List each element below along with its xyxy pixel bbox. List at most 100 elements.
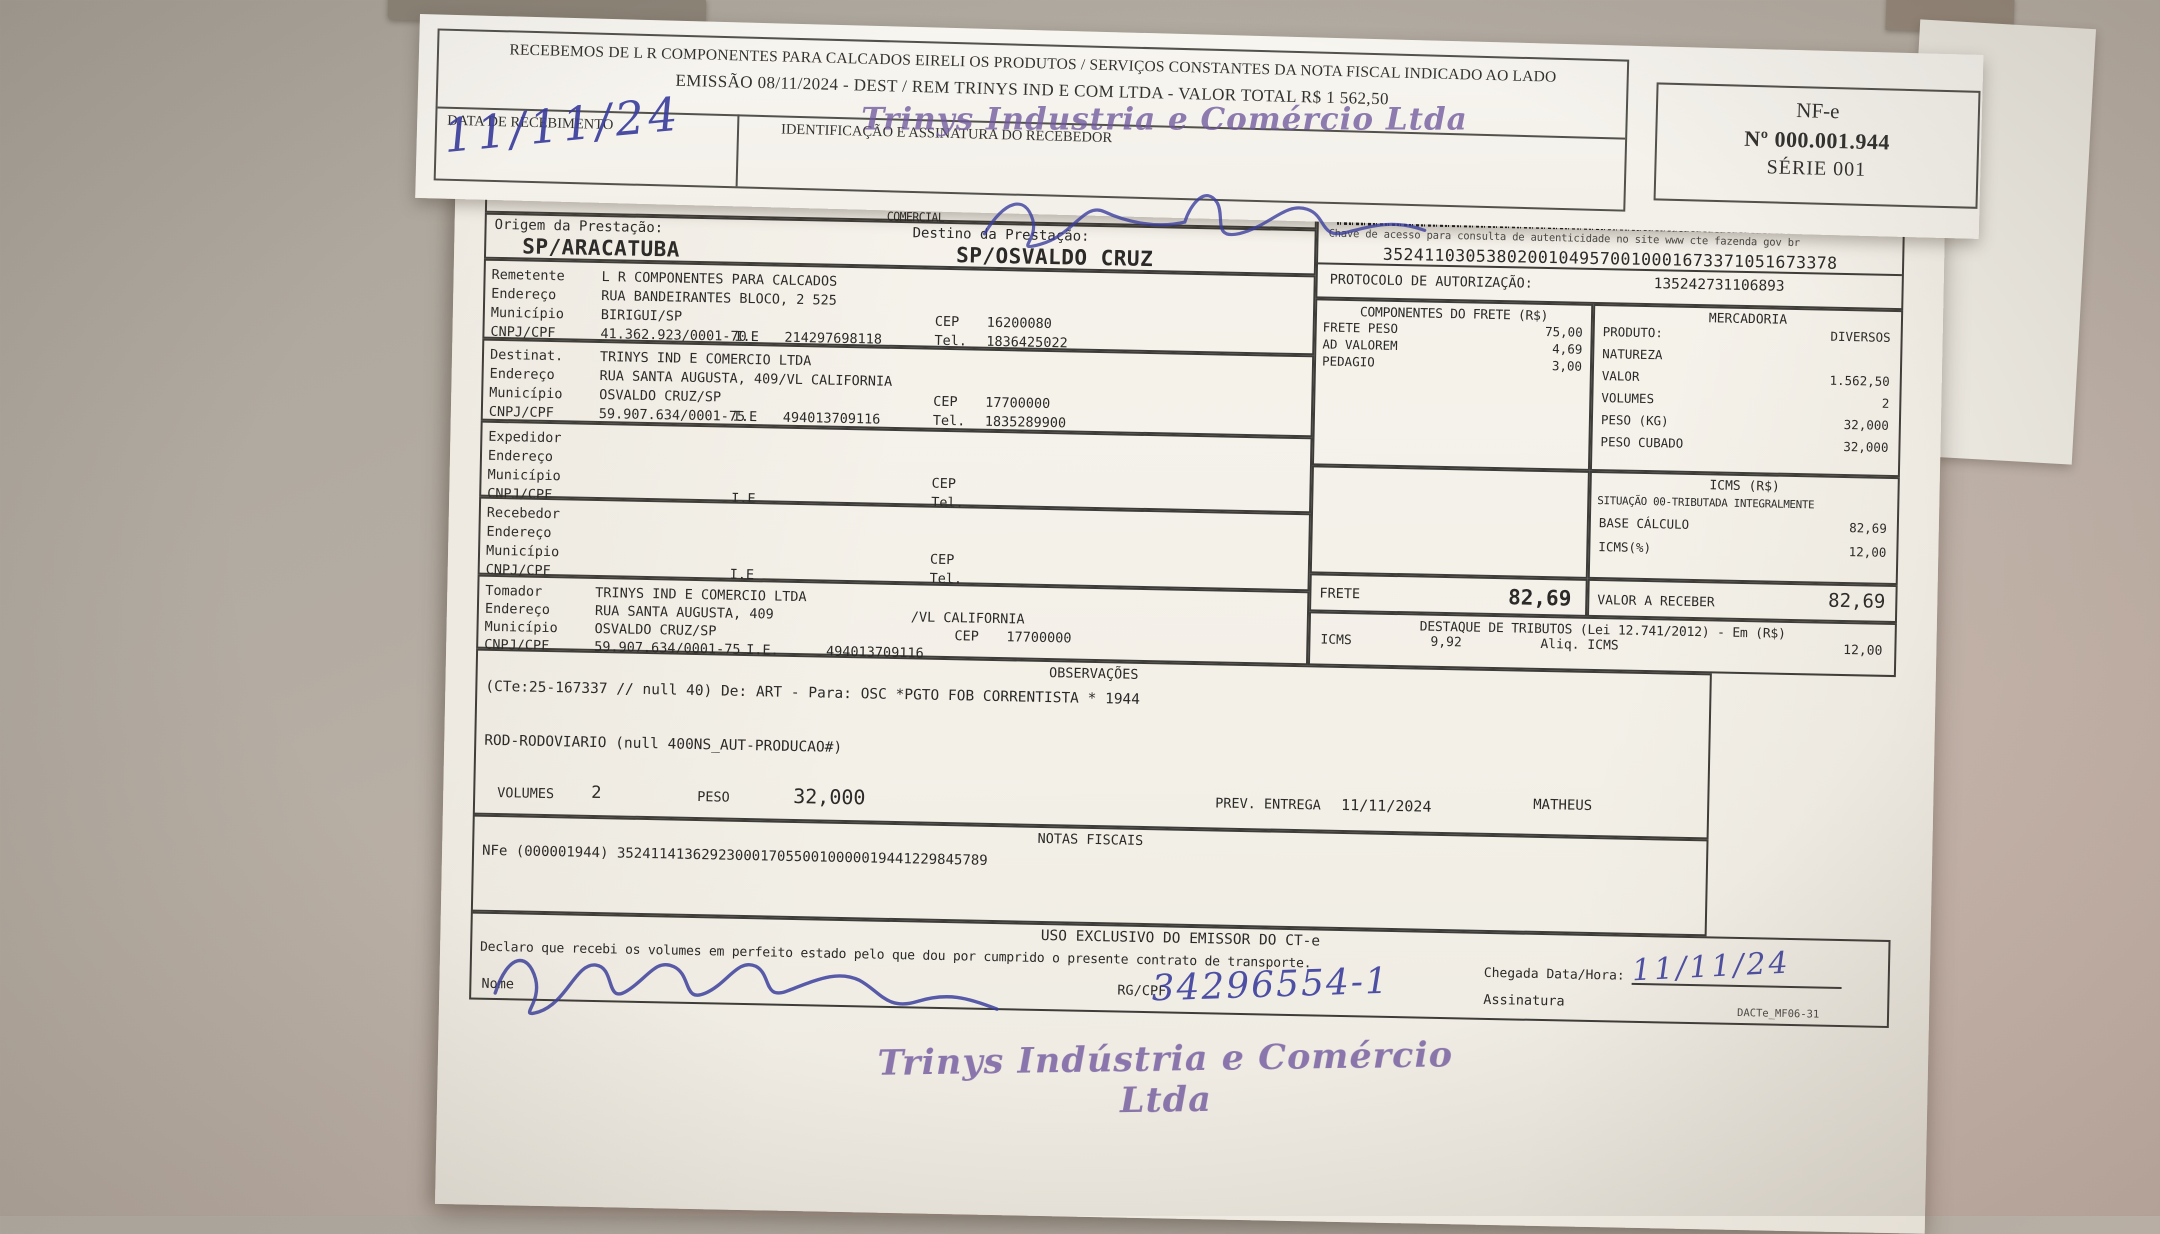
componentes-frete-box: COMPONENTES DO FRETE (R$) FRETE PESO 75,0… xyxy=(1311,298,1594,471)
endereco-label: Endereço xyxy=(484,600,551,619)
handwritten-rg-cpf: 34296554-1 xyxy=(1150,960,1391,1010)
obs-volumes-label: VOLUMES xyxy=(497,785,555,803)
cep-value: 17700000 xyxy=(985,394,1051,413)
cep-label: CEP xyxy=(931,475,957,493)
chegada-label: Chegada Data/Hora: xyxy=(1483,965,1625,984)
nfe-numero: Nº 000.001.944 xyxy=(1744,125,1891,155)
company-stamp-bottom: Trinys Indústria e Comércio Ltda xyxy=(877,1034,1454,1122)
municipio-label: Município xyxy=(490,304,565,323)
produto-label: PRODUTO: xyxy=(1602,324,1664,341)
valor-label: VALOR xyxy=(1601,368,1640,384)
endereco-label: Endereço xyxy=(491,285,557,304)
volumes-value: 2 xyxy=(1881,395,1890,411)
party-role: Remetente xyxy=(491,266,565,285)
endereco-label: Endereço xyxy=(487,447,554,466)
tomador-endereco: RUA SANTA AUGUSTA, 409 xyxy=(594,602,774,623)
dacte-document: Tipo do CT-e Tipo do Serviço CFOP - Natu… xyxy=(434,136,1947,1234)
endereco-value: RUA BANDEIRANTES BLOCO, 2 525 xyxy=(601,288,838,309)
valor-receber-label: VALOR A RECEBER xyxy=(1597,593,1715,611)
protocolo-value: 135242731106893 xyxy=(1653,276,1785,295)
endereco-label: Endereço xyxy=(489,365,555,384)
cep-value: 16200080 xyxy=(986,314,1052,333)
party-role: Recebedor xyxy=(486,504,561,523)
handwritten-receiver-signature xyxy=(982,194,1427,249)
cep-label: CEP xyxy=(934,313,960,331)
volumes-label: VOLUMES xyxy=(1601,390,1655,407)
nfe-title: NF-e xyxy=(1796,98,1840,124)
base-calculo-label: BASE CÁLCULO xyxy=(1598,515,1690,532)
municipio-label: Município xyxy=(485,542,560,561)
notas-linha: NFe (000001944) 352411413629230001705500… xyxy=(481,842,988,869)
receipt-stub: RECEBEMOS DE L R COMPONENTES PARA CALCAD… xyxy=(415,14,1984,249)
municipio-label: Município xyxy=(489,384,563,403)
cnpj-value: 59.907.634/0001-75 xyxy=(598,405,746,425)
mercadoria-box: MERCADORIA PRODUTO: DIVERSOS NATUREZA VAL… xyxy=(1589,303,1904,478)
destaque-icms-label: ICMS xyxy=(1320,632,1352,649)
destaque-icms-value: 9,92 xyxy=(1430,634,1462,651)
natureza-label: NATUREZA xyxy=(1602,346,1663,363)
valor-receber-value: 82,69 xyxy=(1827,589,1886,613)
valor-value: 1.562,50 xyxy=(1829,372,1890,389)
prev-entrega-label: PREV. ENTREGA xyxy=(1215,795,1321,814)
origem-label: Origem da Prestação: xyxy=(494,216,664,237)
handwritten-name-signature xyxy=(493,958,999,1016)
observacoes-linha2: ROD-RODOVIARIO (null 400NS_AUT-PRODUCAO#… xyxy=(484,732,843,756)
party-role: Destinat. xyxy=(489,346,564,365)
conferente-name: MATHEUS xyxy=(1533,796,1593,815)
icms-aliquota-value: 12,00 xyxy=(1848,544,1887,560)
tomador-municipio: OSVALDO CRUZ/SP xyxy=(594,620,717,640)
ie-value: 494013709116 xyxy=(782,409,881,428)
base-calculo-value: 82,69 xyxy=(1849,520,1887,536)
assinatura-label: Assinatura xyxy=(1483,991,1565,1010)
icms-box: ICMS (R$) SITUAÇÃO 00-TRIBUTADA INTEGRAL… xyxy=(1587,470,1900,586)
tomador-cep: 17700000 xyxy=(1006,629,1072,647)
pedagio-value: 3,00 xyxy=(1551,358,1583,374)
frete-value: 82,69 xyxy=(1507,585,1572,611)
municipio-label: Município xyxy=(484,618,558,637)
cep-label: CEP xyxy=(954,628,980,645)
obs-peso-label: PESO xyxy=(697,789,730,806)
municipio-value: OSVALDO CRUZ/SP xyxy=(599,387,722,406)
cep-label: CEP xyxy=(929,551,955,569)
tel-label: Tel. xyxy=(932,412,966,430)
produto-value: DIVERSOS xyxy=(1830,328,1891,345)
observacoes-box: OBSERVAÇÕES (CTe:25-167337 // null 40) D… xyxy=(472,648,1712,840)
frete-label: FRETE xyxy=(1319,585,1361,603)
empty-box xyxy=(1309,465,1590,579)
origem-value: SP/ARACATUBA xyxy=(521,234,681,262)
tomador-bairro: /VL CALIFORNIA xyxy=(910,609,1025,628)
company-stamp-receiver: Trinys Industria e Comércio Ltda xyxy=(861,101,1468,138)
tomador-role: Tomador xyxy=(485,582,543,600)
icms-aliquota-label: ICMS(%) xyxy=(1598,539,1652,556)
ad-valorem-label: AD VALOREM xyxy=(1322,336,1398,354)
obs-peso-value: 32,000 xyxy=(792,783,866,810)
municipio-value: BIRIGUI/SP xyxy=(600,307,683,325)
prev-entrega-value: 11/11/2024 xyxy=(1340,795,1432,816)
frete-total-box: FRETE 82,69 xyxy=(1309,573,1588,617)
cep-label: CEP xyxy=(933,393,958,411)
destaque-aliq-value: 12,00 xyxy=(1843,643,1883,659)
municipio-label: Município xyxy=(487,466,561,485)
tomador-name: TRINYS IND E COMERCIO LTDA xyxy=(595,584,807,606)
cnpj-label: CNPJ/CPF xyxy=(488,403,555,422)
pedagio-label: PEDAGIO xyxy=(1321,353,1375,370)
party-name: L R COMPONENTES PARA CALCADOS xyxy=(601,269,838,290)
peso-kg-label: PESO (KG) xyxy=(1600,412,1669,429)
peso-cubado-label: PESO CUBADO xyxy=(1600,434,1684,451)
ie-label: I.E xyxy=(734,328,759,346)
nfe-serie: SÉRIE 001 xyxy=(1766,156,1867,181)
ie-label: I.E xyxy=(732,408,758,426)
frete-peso-value: 75,00 xyxy=(1544,323,1583,340)
form-code: DACTe_MF06-31 xyxy=(1736,1006,1820,1021)
obs-volumes-value: 2 xyxy=(591,782,602,804)
observacoes-linha1: (CTe:25-167337 // null 40) De: ART - Par… xyxy=(485,678,1141,708)
party-role: Expedidor xyxy=(488,428,562,447)
destaque-aliq-label: Aliq. ICMS xyxy=(1540,636,1619,654)
endereco-label: Endereço xyxy=(486,523,552,542)
nfe-box: NF-e Nº 000.001.944 SÉRIE 001 xyxy=(1653,82,1981,209)
valor-receber-box: VALOR A RECEBER 82,69 xyxy=(1586,578,1898,624)
frete-peso-label: FRETE PESO xyxy=(1322,319,1399,337)
peso-cubado-value: 32,000 xyxy=(1843,438,1889,455)
party-name: TRINYS IND E COMERCIO LTDA xyxy=(599,349,812,370)
ad-valorem-value: 4,69 xyxy=(1552,341,1583,357)
